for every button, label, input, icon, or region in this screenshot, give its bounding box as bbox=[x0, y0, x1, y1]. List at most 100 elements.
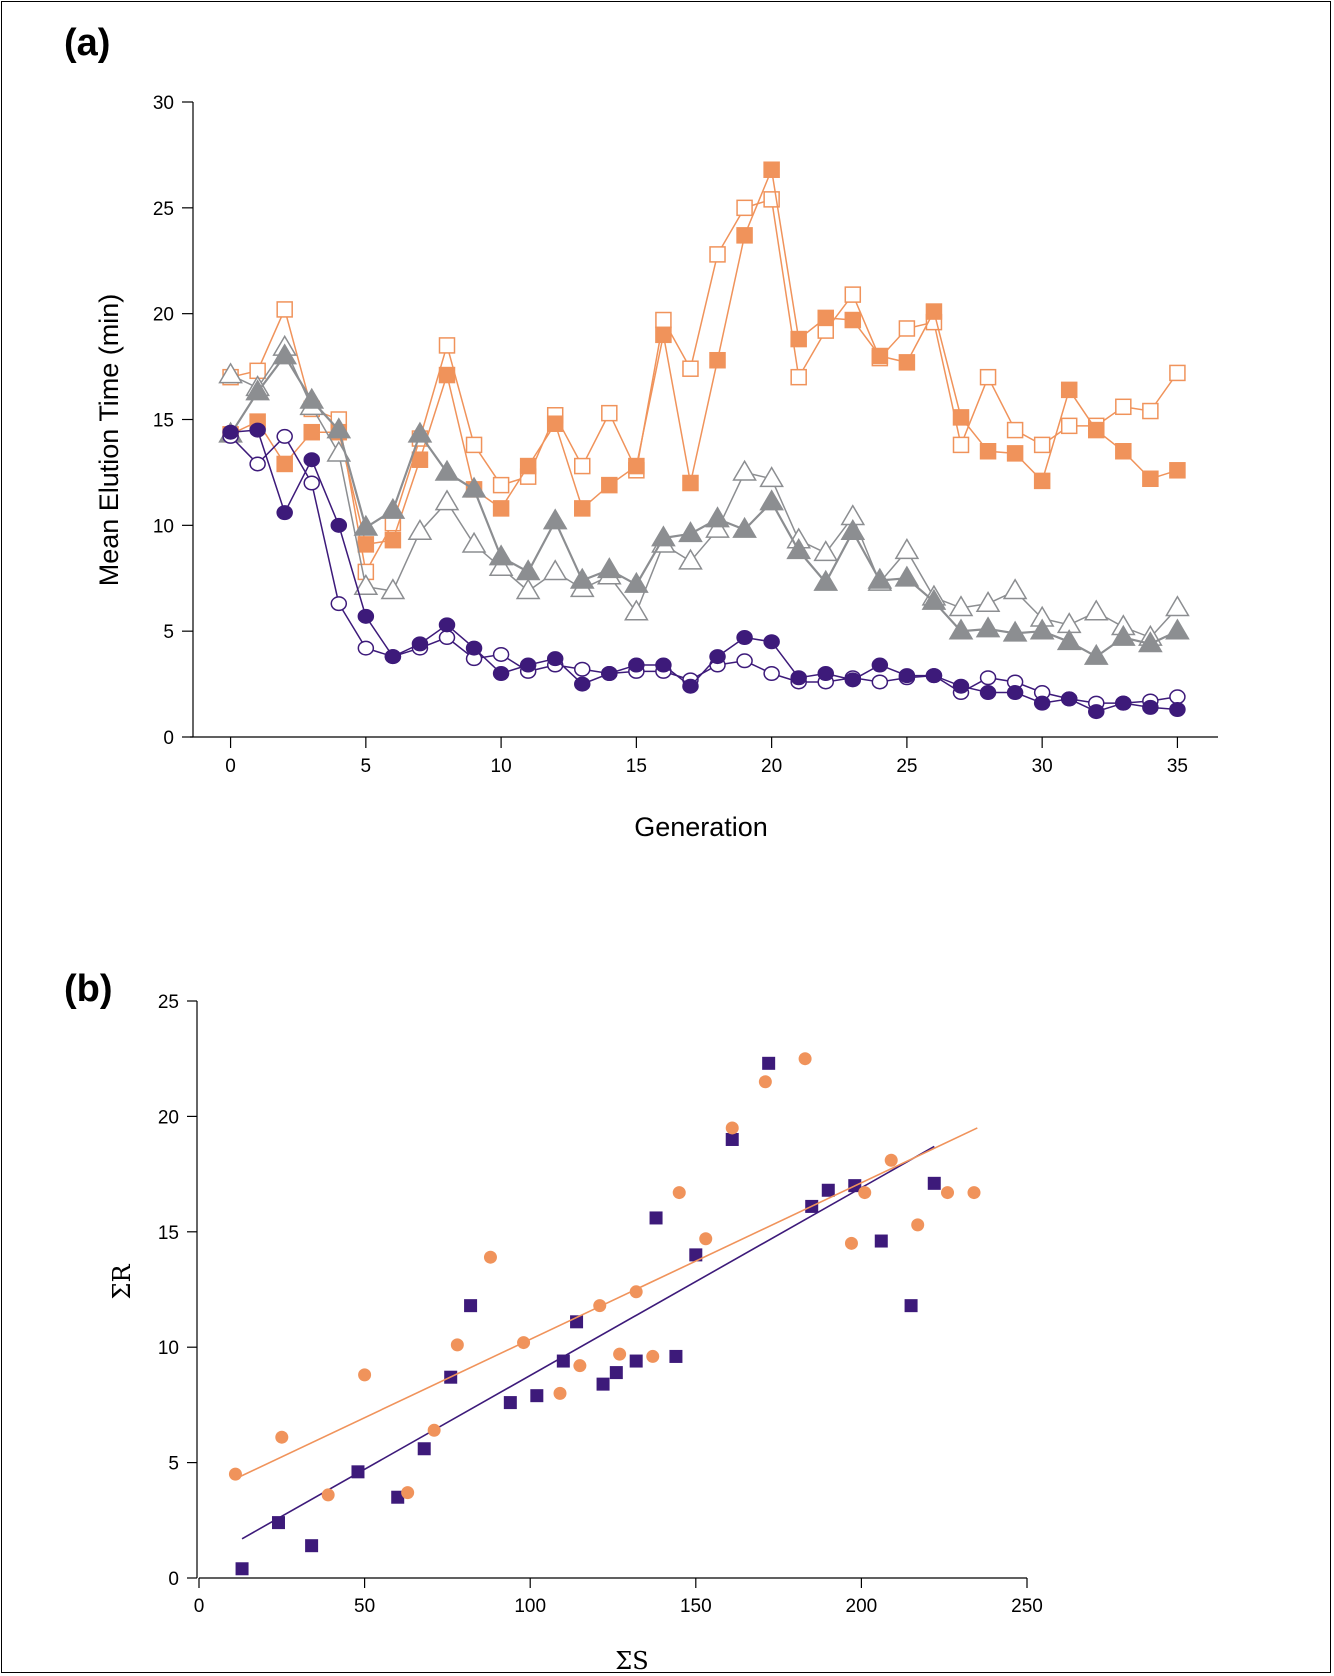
chart-a-point bbox=[492, 500, 510, 517]
chart-a-point bbox=[736, 630, 753, 646]
chart-a-xlabel: Generation bbox=[634, 812, 768, 842]
chart-a-point bbox=[817, 666, 834, 681]
chart-a-point bbox=[817, 309, 834, 327]
chart-a-point bbox=[1169, 689, 1186, 705]
chart-a-x-tick-label: 25 bbox=[896, 756, 917, 777]
chart-a-point bbox=[952, 409, 970, 426]
chart-b-point bbox=[798, 1052, 812, 1066]
chart-a-point bbox=[759, 466, 784, 488]
chart-a-point bbox=[975, 590, 1001, 612]
chart-a-point bbox=[488, 554, 514, 576]
chart-a-point bbox=[1002, 620, 1028, 642]
chart-a-point bbox=[1142, 699, 1159, 715]
chart-a-point bbox=[732, 516, 757, 538]
chart-a-series-1 bbox=[222, 161, 1186, 553]
chart-a-x-tick-label: 20 bbox=[761, 756, 782, 777]
chart-a-point bbox=[574, 457, 591, 475]
chart-a-point bbox=[979, 685, 997, 701]
chart-a-point bbox=[682, 474, 699, 492]
chart-b-y-tick-label: 25 bbox=[158, 992, 179, 1013]
chart-b: ΣS ΣR 0 50 100 150 200 250 0 5 10 15 20 25 bbox=[108, 992, 1043, 1675]
chart-b-point bbox=[725, 1121, 739, 1135]
chart-a-point bbox=[1083, 599, 1109, 621]
chart-b-y-tick-label: 20 bbox=[158, 1107, 179, 1128]
chart-a-point bbox=[1002, 578, 1028, 600]
chart-a-point bbox=[1060, 417, 1078, 435]
chart-a-point bbox=[438, 366, 456, 384]
chart-b-fit-line bbox=[235, 1127, 978, 1480]
chart-a-point bbox=[759, 489, 784, 511]
chart-a-y-tick-label: 15 bbox=[153, 411, 174, 432]
chart-a-point bbox=[492, 476, 510, 494]
chart-a-point bbox=[601, 476, 618, 494]
chart-a-point bbox=[1088, 421, 1105, 439]
chart-a-point bbox=[411, 451, 429, 468]
chart-b-point bbox=[904, 1299, 918, 1313]
chart-a-point bbox=[357, 640, 375, 656]
chart-a-point bbox=[705, 516, 730, 538]
chart-a-point bbox=[434, 459, 460, 481]
chart-a-point bbox=[222, 424, 239, 440]
chart-a-point bbox=[682, 360, 699, 377]
chart-a-point bbox=[384, 531, 402, 549]
chart-b-point bbox=[821, 1183, 835, 1197]
chart-b-x-tick-label: 100 bbox=[514, 1596, 546, 1617]
chart-a-point bbox=[1083, 643, 1109, 665]
chart-b-y-tick-label: 10 bbox=[158, 1338, 179, 1359]
chart-a-point bbox=[407, 519, 433, 541]
chart-a-y-tick-label: 10 bbox=[153, 516, 174, 537]
chart-a-point bbox=[655, 326, 672, 344]
chart-a-point bbox=[488, 544, 514, 566]
chart-a-ylabel: Mean Elution Time (min) bbox=[94, 294, 124, 587]
chart-a-point bbox=[1142, 470, 1159, 488]
chart-a-point bbox=[276, 455, 293, 473]
chart-a-point bbox=[1115, 443, 1132, 460]
chart-a-point bbox=[303, 475, 320, 491]
chart-a-point bbox=[299, 387, 325, 409]
chart-a-point bbox=[871, 674, 889, 690]
chart-a-point bbox=[1006, 445, 1024, 462]
chart-b-point bbox=[391, 1490, 405, 1504]
panel-b-label: (b) bbox=[64, 968, 113, 1010]
chart-a-point bbox=[1169, 364, 1186, 382]
chart-a-point bbox=[303, 452, 320, 468]
chart-a-point bbox=[628, 457, 645, 475]
chart-a-point bbox=[1138, 631, 1163, 653]
chart-b-point bbox=[358, 1368, 372, 1382]
chart-a-point bbox=[844, 311, 862, 329]
chart-a-point bbox=[1142, 402, 1159, 420]
chart-a-point bbox=[1060, 691, 1078, 707]
chart-a-point bbox=[925, 668, 943, 684]
chart-a-x-tick-label: 10 bbox=[491, 756, 512, 777]
chart-a-point bbox=[492, 666, 510, 681]
chart-a-point bbox=[380, 497, 406, 519]
chart-a-point bbox=[276, 428, 293, 444]
chart-a-point bbox=[353, 574, 379, 596]
chart-a-point bbox=[1056, 629, 1082, 651]
chart-b-series-1 bbox=[228, 1052, 981, 1502]
chart-a-point bbox=[1115, 398, 1132, 416]
chart-a-point bbox=[786, 538, 812, 560]
chart-a-point bbox=[979, 443, 997, 460]
chart-a-point bbox=[624, 571, 649, 593]
chart-a-point bbox=[736, 227, 753, 244]
chart-b-y-tick-label: 15 bbox=[158, 1223, 179, 1244]
chart-b-series-0 bbox=[235, 1056, 941, 1576]
chart-a-point bbox=[465, 436, 483, 454]
chart-b-point bbox=[305, 1539, 319, 1553]
chart-b-point bbox=[401, 1486, 415, 1500]
chart-a-point bbox=[434, 489, 460, 511]
chart-a-point bbox=[813, 569, 839, 591]
chart-a-point bbox=[574, 500, 591, 517]
chart-a-point bbox=[678, 521, 703, 543]
chart-a-point bbox=[330, 596, 348, 612]
chart-a-point bbox=[249, 422, 266, 438]
chart-a-point bbox=[465, 640, 483, 656]
chart-a-point bbox=[519, 457, 537, 475]
chart-a-point bbox=[218, 362, 243, 384]
chart-b-point bbox=[450, 1338, 464, 1352]
chart-a-x-tick-label: 15 bbox=[626, 756, 647, 777]
chart-b-point bbox=[235, 1562, 249, 1576]
